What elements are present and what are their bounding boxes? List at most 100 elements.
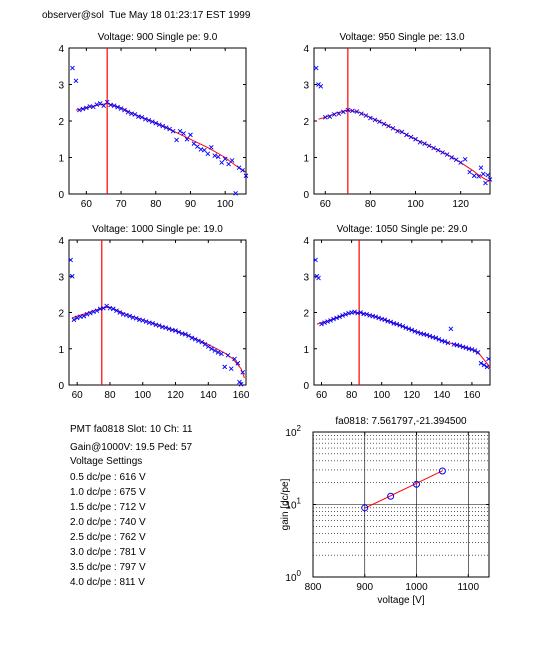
data-point (424, 332, 430, 338)
data-point (485, 172, 491, 178)
data-point (386, 123, 391, 129)
data-point (139, 115, 145, 120)
data-point (90, 104, 96, 110)
y-tick-label: 3 (58, 81, 64, 92)
data-point (487, 177, 493, 182)
data-point (84, 311, 90, 317)
data-point (176, 329, 182, 335)
data-point (181, 131, 186, 136)
y-tick-label: 0 (303, 190, 309, 201)
data-point (179, 331, 185, 336)
data-point (336, 111, 342, 117)
voltage-setting-item: 2.5 dc/pe : 762 V (70, 532, 146, 543)
data-point (236, 165, 242, 171)
voltage-setting-item: 1.5 dc/pe : 712 V (70, 502, 146, 513)
data-point (412, 329, 418, 334)
data-point (160, 123, 166, 129)
y-tick-label: 2 (58, 117, 64, 128)
x-tick-label: 100 (134, 390, 151, 401)
data-point (205, 344, 211, 349)
data-point (408, 134, 414, 140)
data-point (328, 318, 333, 323)
data-point (476, 174, 482, 179)
data-point (127, 313, 132, 319)
data-point (215, 154, 221, 160)
data-point (381, 121, 387, 127)
data-point (120, 311, 126, 317)
data-point (388, 319, 394, 325)
data-point (458, 160, 463, 165)
fit-curve (364, 470, 443, 509)
data-point (118, 106, 124, 111)
data-point (78, 314, 83, 320)
data-point (117, 310, 123, 315)
data-point (469, 347, 475, 352)
data-point (228, 366, 234, 372)
pmt-info-line: PMT fa0818 Slot: 10 Ch: 11 (70, 424, 193, 435)
data-point (215, 350, 221, 355)
data-point (444, 152, 450, 157)
data-point (453, 157, 459, 163)
data-point (481, 362, 487, 368)
data-point (373, 314, 378, 320)
fit-curve (318, 109, 491, 182)
x-tick-label: 90 (185, 199, 197, 210)
x-tick-label: 100 (217, 199, 234, 210)
y-axis-label: gain [dc/pe] (280, 478, 291, 530)
data-point (212, 153, 218, 158)
x-tick-label: 1000 (405, 582, 428, 593)
y-tick-label: 1 (303, 154, 309, 165)
data-point (74, 315, 80, 321)
data-point (364, 311, 369, 317)
x-tick-label: 80 (365, 199, 377, 210)
data-point (122, 107, 127, 113)
data-point (343, 311, 348, 317)
voltage-setting-item: 2.0 dc/pe : 740 V (70, 517, 146, 528)
data-point (376, 315, 382, 321)
data-point (467, 169, 473, 175)
x-tick-label: 160 (233, 390, 250, 401)
data-point (341, 109, 346, 115)
gain-info-line: Gain@1000V: 19.5 Ped: 57 (70, 442, 193, 453)
voltage-setting-item: 0.5 dc/pe : 616 V (70, 472, 146, 483)
data-point (170, 128, 176, 134)
x-tick-label: 140 (200, 390, 217, 401)
x-tick-label: 120 (167, 390, 184, 401)
data-point (84, 105, 89, 111)
data-point (394, 321, 400, 327)
data-point (94, 308, 100, 314)
data-point (192, 337, 198, 342)
data-point (226, 161, 231, 167)
y-tick-label: 3 (303, 81, 309, 92)
data-point (483, 180, 488, 186)
data-point (422, 141, 427, 146)
data-point (177, 128, 183, 134)
y-tick-label: 3 (303, 272, 309, 283)
chart-title: Voltage: 900 Single pe: 9.0 (98, 32, 218, 43)
data-point (71, 317, 77, 323)
y-tick-label: 0 (58, 190, 64, 201)
x-tick-label: 100 (407, 199, 424, 210)
data-point (110, 306, 116, 312)
data-point (114, 308, 119, 314)
x-axis-label: voltage [V] (377, 595, 424, 606)
y-tick-label: 100 (285, 569, 301, 584)
data-point (184, 136, 190, 142)
data-point (174, 137, 179, 143)
data-point (212, 348, 218, 353)
x-tick-label: 140 (434, 390, 451, 401)
data-point (107, 305, 113, 311)
data-point (91, 309, 96, 315)
data-point (413, 136, 418, 142)
data-point (471, 173, 477, 179)
data-point (233, 190, 238, 196)
y-tick-label: 2 (303, 309, 309, 320)
data-point (438, 467, 446, 475)
data-point (186, 333, 191, 339)
data-point (80, 106, 86, 112)
data-point (205, 151, 211, 157)
x-tick-label: 60 (316, 390, 328, 401)
data-point (427, 333, 433, 339)
data-point (156, 323, 162, 328)
data-point (387, 492, 395, 500)
